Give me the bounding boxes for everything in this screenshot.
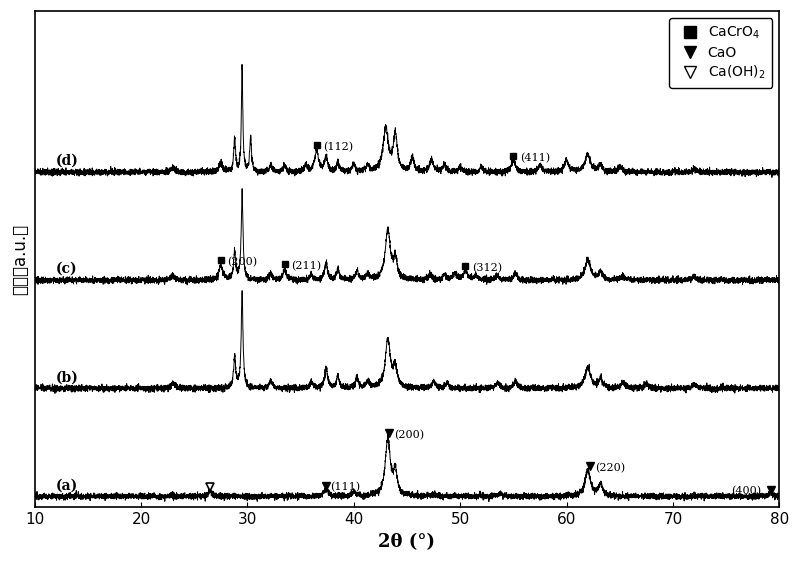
Text: (200): (200): [394, 429, 424, 440]
Legend: CaCrO$_4$, CaO, Ca(OH)$_2$: CaCrO$_4$, CaO, Ca(OH)$_2$: [669, 18, 772, 88]
Text: (411): (411): [520, 153, 550, 163]
Text: (200): (200): [227, 257, 258, 267]
Text: (220): (220): [595, 463, 626, 473]
Y-axis label: 强度（a.u.）: 强度（a.u.）: [11, 224, 29, 295]
Text: (112): (112): [323, 142, 353, 152]
Text: (312): (312): [472, 263, 502, 273]
Text: (d): (d): [56, 154, 79, 168]
X-axis label: 2θ (°): 2θ (°): [378, 533, 435, 551]
Text: (111): (111): [330, 482, 361, 492]
Text: (211): (211): [291, 261, 321, 271]
Text: (c): (c): [56, 262, 78, 276]
Text: (b): (b): [56, 370, 79, 384]
Text: (a): (a): [56, 478, 78, 492]
Text: (400): (400): [731, 486, 762, 497]
